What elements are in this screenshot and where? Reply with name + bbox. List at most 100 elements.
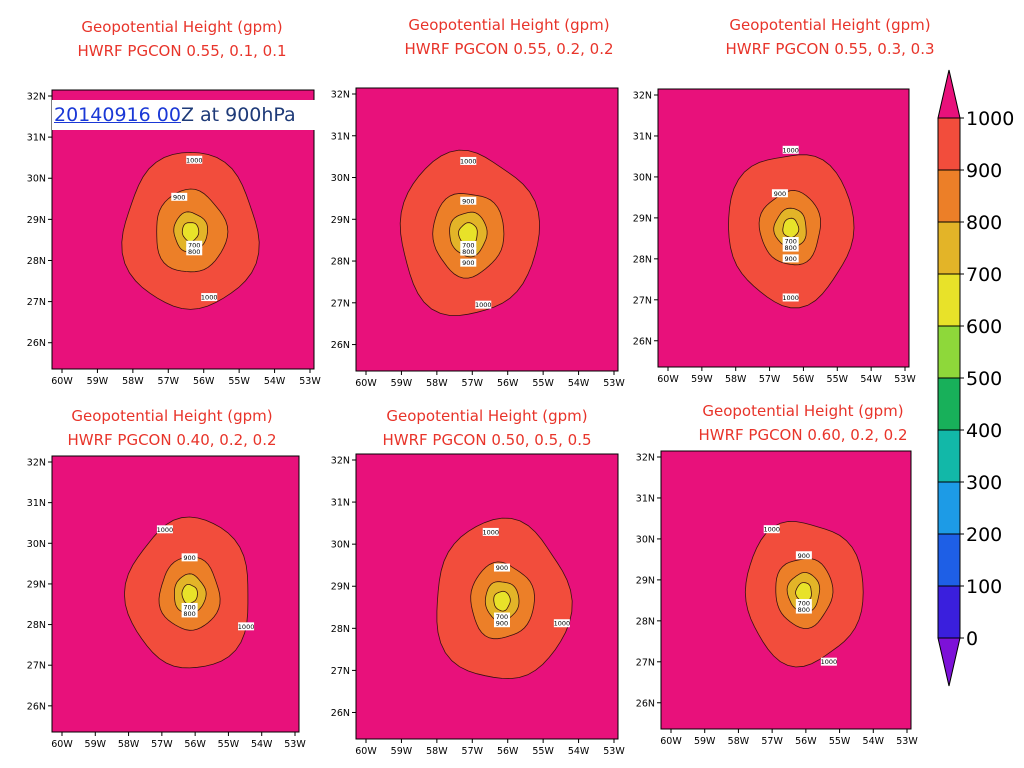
x-tick-label: 58W <box>118 739 140 750</box>
contour-label: 1000 <box>475 301 492 309</box>
contour-label: 900 <box>496 564 508 572</box>
contour-label: 1000 <box>460 157 477 165</box>
contour-label: 900 <box>798 552 810 560</box>
x-tick-label: 54W <box>264 376 286 387</box>
y-tick-label: 27N <box>636 657 655 668</box>
colorbar-label: 1000 <box>966 108 1014 130</box>
x-tick-label: 60W <box>355 378 377 389</box>
contour-label: 900 <box>173 193 185 201</box>
y-tick-label: 31N <box>633 131 652 142</box>
contour-700 <box>782 217 800 238</box>
contour-label: 900 <box>774 190 786 198</box>
x-tick-label: 58W <box>725 374 747 385</box>
x-tick-label: 54W <box>251 739 273 750</box>
y-tick-label: 32N <box>331 90 350 101</box>
panel-title-2: Geopotential Height (gpm) HWRF PGCON 0.5… <box>344 13 674 61</box>
contour-label-box <box>460 258 477 267</box>
contour-label: 700 <box>183 603 195 611</box>
panel-title-1: Geopotential Height (gpm) HWRF PGCON 0.5… <box>17 15 347 63</box>
x-tick-label: 55W <box>829 736 851 747</box>
panel-title-6-line2: HWRF PGCON 0.60, 0.2, 0.2 <box>698 426 908 444</box>
x-tick-label: 55W <box>532 746 554 757</box>
y-tick-label: 32N <box>633 91 652 102</box>
date-annotation: 20140916 00Z at 900hPa <box>52 100 316 130</box>
y-tick-label: 27N <box>633 295 652 306</box>
panel-title-2-line1: Geopotential Height (gpm) <box>408 16 610 34</box>
contour-label: 1000 <box>157 526 174 534</box>
colorbar-label: 0 <box>966 628 978 650</box>
colorbar-segment <box>937 377 961 431</box>
contour-label: 900 <box>462 259 474 267</box>
contour-label-box <box>493 619 510 628</box>
contour-label-box <box>181 602 198 611</box>
contour-label: 700 <box>784 238 796 246</box>
x-tick-label: 55W <box>532 378 554 389</box>
x-tick-label: 53W <box>896 736 918 747</box>
contour-label-box <box>460 196 477 205</box>
x-tick-label: 59W <box>694 736 716 747</box>
x-tick-label: 59W <box>85 739 107 750</box>
panel-title-4-line2: HWRF PGCON 0.40, 0.2, 0.2 <box>67 431 277 449</box>
contour-label-box <box>493 612 510 621</box>
y-tick-label: 31N <box>331 131 350 142</box>
panel-title-3-line2: HWRF PGCON 0.55, 0.3, 0.3 <box>725 40 935 58</box>
colorbar-top-arrow <box>937 69 961 119</box>
contour-label: 1000 <box>482 528 499 536</box>
contour-label: 1000 <box>186 156 203 164</box>
y-tick-label: 32N <box>27 458 46 469</box>
contour-label: 700 <box>798 600 810 608</box>
colorbar-segment <box>937 169 961 223</box>
colorbar-label: 400 <box>966 420 1002 442</box>
contour-label-box <box>171 192 188 201</box>
colorbar-segment <box>937 481 961 535</box>
x-tick-label: 59W <box>87 376 109 387</box>
y-tick-label: 29N <box>633 213 652 224</box>
contour-700 <box>493 590 511 612</box>
panel-title-5-line2: HWRF PGCON 0.50, 0.5, 0.5 <box>382 431 592 449</box>
y-tick-label: 31N <box>27 133 46 144</box>
y-tick-label: 29N <box>27 215 46 226</box>
contour-label: 700 <box>496 613 508 621</box>
contour-label-box <box>782 254 799 263</box>
contour-label: 1000 <box>554 620 571 628</box>
panel-title-5: Geopotential Height (gpm) HWRF PGCON 0.5… <box>322 404 652 452</box>
y-tick-label: 28N <box>331 624 350 635</box>
x-tick-label: 57W <box>151 739 173 750</box>
contour-label: 1000 <box>782 294 799 302</box>
contour-label-box <box>795 599 812 608</box>
panel-title-1-line1: Geopotential Height (gpm) <box>81 18 283 36</box>
date-link[interactable]: 20140916 00 <box>54 104 181 126</box>
x-tick-label: 56W <box>184 739 206 750</box>
contour-label-box <box>782 145 799 154</box>
contour-label: 1000 <box>821 658 838 666</box>
y-tick-label: 26N <box>331 708 350 719</box>
y-tick-label: 32N <box>636 453 655 464</box>
y-tick-label: 26N <box>331 340 350 351</box>
contour-700 <box>181 584 198 605</box>
contour-label-box <box>553 619 570 628</box>
map-frame <box>660 450 912 730</box>
y-tick-label: 31N <box>636 493 655 504</box>
contour-label: 800 <box>183 610 195 618</box>
map-frame <box>51 455 300 733</box>
contour-label-box <box>181 553 198 562</box>
contour-label: 900 <box>784 255 796 263</box>
panel-title-5-line1: Geopotential Height (gpm) <box>386 407 588 425</box>
y-tick-label: 31N <box>331 498 350 509</box>
y-tick-label: 28N <box>27 256 46 267</box>
x-tick-label: 57W <box>462 378 484 389</box>
contour-label-box <box>782 237 799 246</box>
contour-label-box <box>186 247 203 256</box>
y-tick-label: 28N <box>633 254 652 265</box>
contour-label-box <box>238 622 255 631</box>
colorbar-label: 600 <box>966 316 1002 338</box>
x-tick-label: 60W <box>51 376 73 387</box>
contour-label: 800 <box>462 248 474 256</box>
x-tick-label: 54W <box>863 736 885 747</box>
colorbar-segment <box>937 325 961 379</box>
x-tick-label: 56W <box>497 378 519 389</box>
colorbar-bottom-arrow <box>937 637 961 687</box>
colorbar-segment <box>937 585 961 639</box>
